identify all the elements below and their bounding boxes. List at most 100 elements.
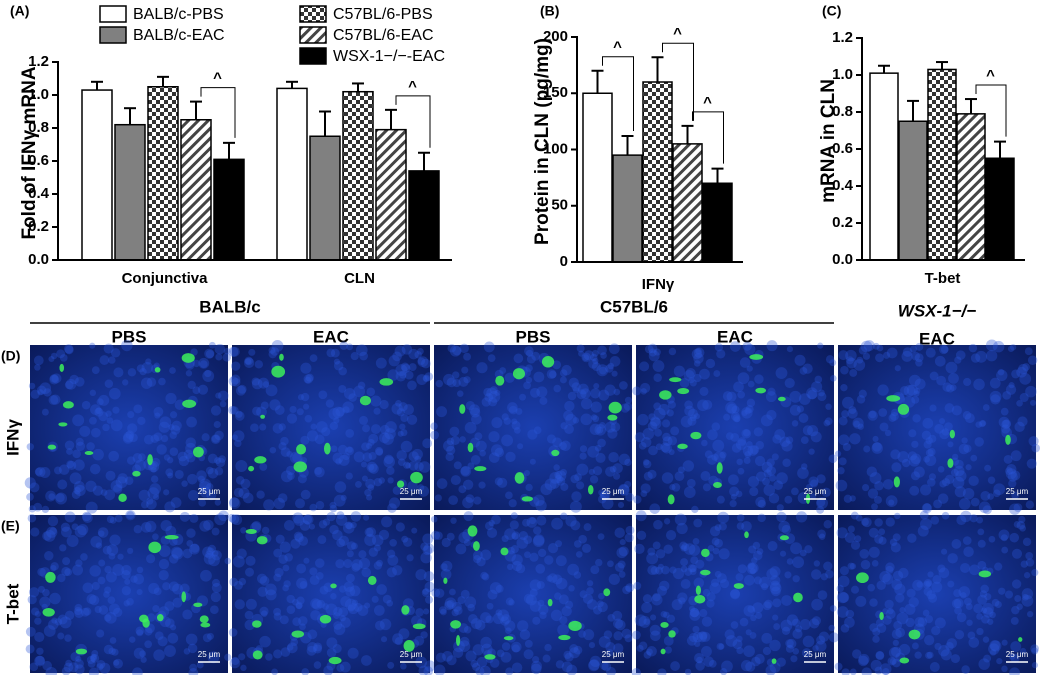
stain-spot xyxy=(856,572,869,584)
nucleus xyxy=(525,376,533,384)
nucleus xyxy=(816,497,826,507)
nucleus xyxy=(472,550,483,561)
nucleus xyxy=(652,360,665,372)
nucleus xyxy=(89,342,96,349)
legend-label: WSX-1−/−-EAC xyxy=(333,48,445,65)
nucleus xyxy=(42,588,50,597)
nucleus xyxy=(374,620,385,631)
nucleus xyxy=(336,538,345,548)
nucleus xyxy=(292,452,303,463)
nucleus xyxy=(769,474,777,482)
nucleus xyxy=(72,414,85,427)
nucleus xyxy=(387,549,396,558)
nucleus xyxy=(511,418,518,425)
legend-label: C57BL/6-PBS xyxy=(333,6,433,23)
nucleus xyxy=(744,451,752,458)
nucleus xyxy=(969,514,978,523)
nucleus xyxy=(329,524,339,535)
nucleus xyxy=(802,363,813,374)
nucleus xyxy=(511,532,519,540)
nucleus xyxy=(617,560,626,569)
nucleus xyxy=(511,531,520,540)
nucleus xyxy=(965,464,972,471)
nucleus xyxy=(825,403,832,410)
nucleus xyxy=(1009,503,1021,515)
nucleus xyxy=(85,480,97,492)
nucleus xyxy=(108,603,120,615)
nucleus xyxy=(42,531,52,541)
nucleus xyxy=(41,408,49,416)
nucleus xyxy=(568,647,581,659)
nucleus xyxy=(532,616,541,625)
nucleus xyxy=(80,553,88,561)
nucleus xyxy=(124,578,131,585)
nucleus xyxy=(171,420,182,431)
nucleus xyxy=(735,490,743,498)
nucleus xyxy=(741,410,748,417)
nucleus xyxy=(117,473,128,484)
nucleus xyxy=(304,414,313,423)
micrograph: 25 μm xyxy=(227,511,436,676)
nucleus xyxy=(555,470,567,482)
nucleus xyxy=(828,624,836,632)
nucleus xyxy=(648,413,656,421)
nucleus xyxy=(333,621,343,630)
nucleus xyxy=(154,412,161,419)
nucleus xyxy=(924,615,934,624)
stain-spot xyxy=(456,635,461,646)
nucleus xyxy=(625,492,635,502)
nucleus xyxy=(702,588,711,597)
nucleus xyxy=(34,655,46,667)
nucleus xyxy=(709,582,721,594)
nucleus xyxy=(692,631,703,643)
nucleus xyxy=(755,612,763,620)
nucleus xyxy=(776,504,784,512)
nucleus xyxy=(89,595,100,606)
nucleus xyxy=(488,397,498,407)
nucleus xyxy=(455,543,467,555)
nucleus xyxy=(882,608,889,615)
nucleus xyxy=(505,667,514,676)
nucleus xyxy=(272,423,284,434)
nucleus xyxy=(91,581,100,591)
group-header: C57BL/6 xyxy=(600,297,668,316)
nucleus xyxy=(901,350,913,362)
stain-spot xyxy=(42,607,55,617)
nucleus xyxy=(679,541,688,550)
nucleus xyxy=(842,442,851,452)
nucleus xyxy=(472,555,482,564)
nucleus xyxy=(914,353,924,363)
nucleus xyxy=(949,384,957,391)
nucleus xyxy=(152,533,159,541)
stain-spot xyxy=(779,535,789,541)
group-header: BALB/c xyxy=(199,297,260,316)
nucleus xyxy=(1016,399,1023,407)
nucleus xyxy=(810,493,817,500)
nucleus xyxy=(751,557,758,564)
nucleus xyxy=(231,361,241,371)
nucleus xyxy=(368,547,379,557)
nucleus xyxy=(259,423,267,431)
nucleus xyxy=(313,642,323,652)
nucleus xyxy=(535,500,547,512)
nucleus xyxy=(105,470,116,481)
significance-bracket xyxy=(692,111,724,164)
bar xyxy=(342,90,374,261)
nucleus xyxy=(96,660,106,669)
nucleus xyxy=(923,578,933,588)
y-tick-label: 0.0 xyxy=(832,251,853,268)
nucleus xyxy=(446,377,457,388)
nucleus xyxy=(946,638,958,649)
nucleus xyxy=(669,484,676,491)
nucleus xyxy=(333,606,343,617)
nucleus xyxy=(762,646,772,656)
nucleus xyxy=(548,370,557,379)
stain-spot xyxy=(199,615,209,624)
column-header: EAC xyxy=(717,327,753,346)
nucleus xyxy=(434,588,445,598)
nucleus xyxy=(446,437,455,446)
nucleus xyxy=(1016,603,1023,610)
nucleus xyxy=(90,655,97,662)
stain-spot xyxy=(323,442,331,455)
nucleus xyxy=(146,554,156,564)
